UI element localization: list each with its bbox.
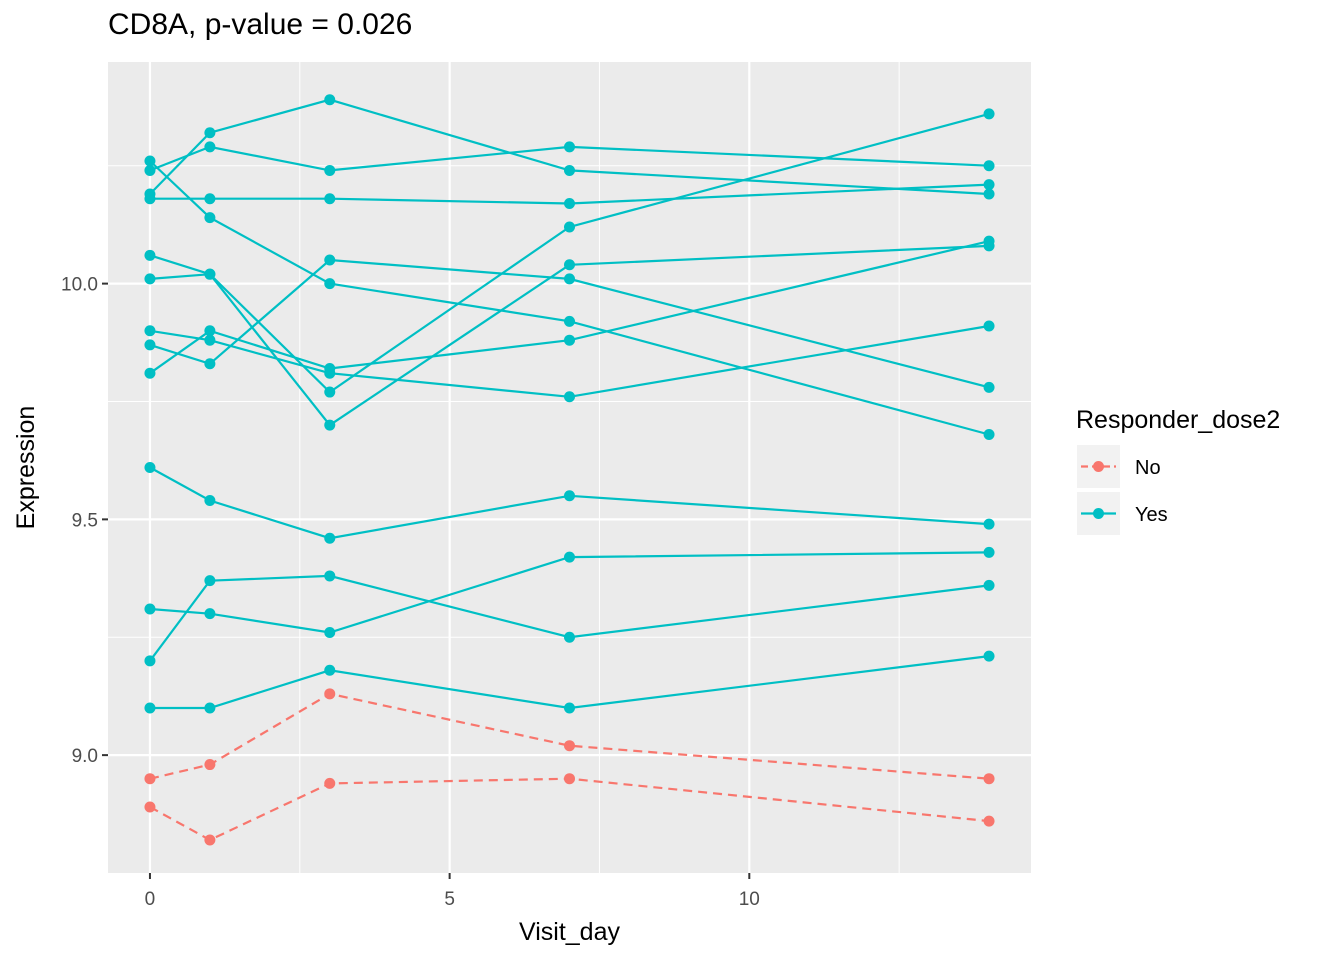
data-point: [204, 193, 216, 205]
data-point: [564, 391, 575, 403]
data-point: [324, 193, 336, 205]
data-point: [324, 627, 336, 639]
legend-label-yes: Yes: [1135, 504, 1168, 526]
data-point: [564, 315, 575, 327]
data-point: [204, 358, 216, 370]
data-point: [324, 419, 336, 431]
data-point: [204, 325, 216, 337]
data-point: [144, 155, 156, 167]
data-point: [983, 428, 995, 440]
data-point: [324, 570, 336, 582]
data-point: [564, 631, 575, 643]
legend-key-point: [1093, 508, 1104, 519]
data-point: [144, 702, 156, 714]
data-point: [983, 381, 995, 393]
y-tick-label: 9.5: [72, 510, 98, 531]
data-point: [144, 339, 156, 351]
data-point: [983, 188, 995, 200]
data-point: [144, 367, 156, 379]
data-point: [983, 179, 995, 191]
legend-title: Responder_dose2: [1076, 406, 1280, 434]
data-point: [324, 94, 336, 106]
data-point: [324, 386, 336, 398]
x-tick-label: 0: [145, 889, 156, 910]
x-axis-title: Visit_day: [519, 918, 620, 946]
chart-title: CD8A, p-value = 0.026: [108, 8, 413, 41]
data-point: [204, 834, 216, 846]
data-point: [983, 235, 995, 247]
x-tick-label: 5: [444, 889, 455, 910]
legend-label-no: No: [1135, 457, 1161, 479]
data-point: [324, 532, 336, 544]
data-point: [564, 702, 575, 714]
data-point: [204, 141, 216, 153]
data-point: [144, 603, 156, 615]
data-point: [564, 490, 575, 502]
data-point: [144, 273, 156, 285]
data-point: [324, 254, 336, 266]
data-point: [204, 334, 216, 346]
data-point: [983, 650, 995, 662]
data-point: [983, 579, 995, 591]
data-point: [324, 164, 336, 176]
data-point: [144, 462, 156, 473]
x-tick-label: 10: [739, 889, 760, 910]
y-axis-title: Expression: [12, 406, 40, 530]
data-point: [983, 815, 995, 827]
data-point: [324, 362, 336, 374]
data-point: [983, 320, 995, 332]
data-point: [564, 334, 575, 346]
data-point: [144, 325, 156, 337]
data-point: [983, 773, 995, 785]
data-point: [144, 801, 156, 813]
data-point: [204, 495, 216, 507]
data-point: [983, 108, 995, 120]
data-point: [144, 249, 156, 261]
data-point: [144, 164, 156, 176]
data-point: [564, 141, 575, 153]
data-point: [204, 212, 216, 224]
data-point: [564, 259, 575, 271]
legend-key-point: [1093, 461, 1104, 472]
data-point: [564, 164, 575, 176]
data-point: [324, 688, 336, 700]
data-point: [983, 518, 995, 530]
data-point: [204, 759, 216, 771]
data-point: [204, 127, 216, 139]
data-point: [564, 197, 575, 209]
data-point: [324, 278, 336, 290]
data-point: [144, 773, 156, 785]
data-point: [204, 575, 216, 587]
data-point: [144, 655, 156, 667]
data-point: [564, 773, 575, 785]
data-point: [204, 702, 216, 714]
data-point: [564, 740, 575, 752]
data-point: [204, 608, 216, 620]
data-point: [324, 664, 336, 676]
plot-panel: [108, 62, 1031, 873]
data-point: [564, 221, 575, 233]
data-point: [204, 268, 216, 280]
data-point: [564, 551, 575, 563]
data-point: [144, 193, 156, 205]
data-point: [983, 546, 995, 558]
data-point: [983, 160, 995, 172]
y-tick-label: 9.0: [72, 746, 98, 767]
data-point: [324, 777, 336, 789]
data-point: [564, 273, 575, 285]
y-tick-label: 10.0: [61, 275, 98, 296]
